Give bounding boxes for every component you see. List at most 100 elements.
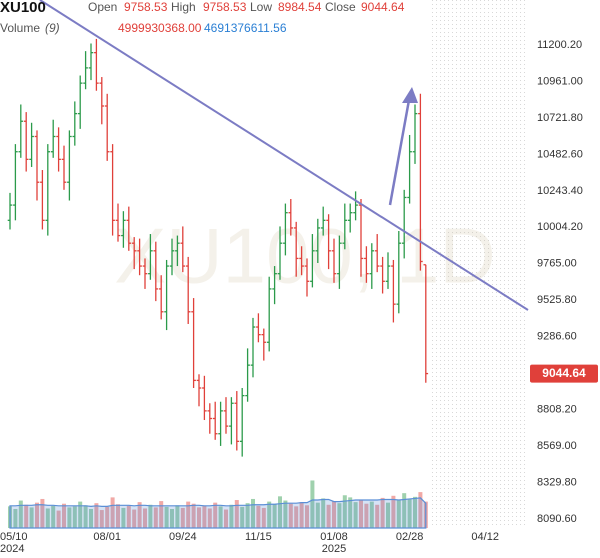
volume-bar [413, 496, 417, 528]
volume-bar [94, 503, 99, 528]
volume-bar [164, 506, 169, 528]
volume-bar [175, 505, 180, 528]
volume-bar [321, 498, 326, 528]
volume-bar [67, 507, 72, 528]
volume-bar [380, 497, 385, 528]
volume-bar [229, 504, 234, 528]
volume-bar [407, 498, 412, 528]
trend-line [39, 0, 529, 311]
volume-ma-value: 4691376611.56 [204, 21, 287, 35]
volume-bar [256, 505, 261, 528]
volume-bar [283, 500, 288, 528]
volume-label: Volume [0, 21, 40, 35]
low-value: 8984.54 [278, 0, 322, 14]
y-tick-label: 9525.80 [537, 294, 577, 306]
volume-bar [396, 500, 401, 528]
y-tick-label: 9765.00 [537, 258, 577, 270]
volume-bar [245, 503, 250, 528]
x-tick-label: 08/01 [93, 531, 121, 543]
symbol: XU100 [0, 0, 46, 16]
volume-bar [126, 505, 131, 528]
volume-bar [116, 504, 120, 528]
y-tick-label: 10004.20 [537, 221, 583, 233]
y-tick-label: 10243.40 [537, 185, 583, 197]
x-year-label: 2024 [0, 543, 24, 555]
volume-bar [18, 500, 23, 528]
volume-bar [51, 505, 56, 528]
x-year-label: 2025 [322, 543, 346, 555]
volume-bar [56, 510, 61, 528]
volume-bar [137, 502, 142, 528]
volume-bar [207, 508, 212, 528]
volume-bar [170, 508, 174, 528]
volume-bar [180, 507, 185, 528]
volume-bar [89, 508, 93, 528]
close-value: 9044.64 [361, 0, 405, 14]
volume-ma-area [9, 497, 427, 529]
volume-bar [83, 505, 88, 528]
x-tick-label: 05/10 [0, 531, 28, 543]
y-tick-label: 8569.00 [537, 440, 577, 452]
volume-bar [186, 501, 191, 528]
volume-period: (9) [45, 21, 60, 35]
volume-bar [375, 504, 380, 528]
volume-bar [153, 507, 158, 528]
volume-bar [294, 506, 299, 528]
volume-bar [342, 495, 347, 528]
x-tick-label: 04/12 [471, 531, 499, 543]
volume-bar [337, 503, 342, 528]
volume-bar [99, 510, 104, 528]
y-tick-label: 9286.60 [537, 331, 577, 343]
volume-bar [105, 506, 110, 528]
volume-bar [110, 497, 115, 528]
volume-bar [72, 506, 77, 528]
volume-bar [305, 505, 309, 528]
volume-bar [148, 504, 153, 528]
volume-bar [159, 501, 164, 528]
volume-bar [40, 498, 45, 528]
low-label: Low [250, 0, 272, 14]
last-price-box [530, 364, 598, 383]
y-tick-label: 8329.80 [537, 476, 577, 488]
x-tick-label: 01/08 [320, 531, 348, 543]
volume-bar [418, 492, 423, 528]
volume-bar [288, 503, 293, 528]
arrow-head [402, 87, 418, 103]
volume-bar [315, 502, 320, 528]
volume-bar [213, 502, 218, 528]
high-label: High [171, 0, 196, 14]
volume-bar [251, 498, 255, 528]
volume-bar [45, 508, 50, 528]
volume-bar [299, 502, 304, 528]
open-label: Open [88, 0, 117, 14]
volume-bar [278, 496, 282, 528]
volume-bar [121, 507, 126, 528]
volume-bar [310, 480, 315, 528]
volume-bar [386, 502, 390, 528]
x-tick-label: 02/28 [396, 531, 424, 543]
volume-bar [218, 506, 223, 528]
volume-bar [234, 500, 239, 528]
volume-bar [261, 507, 266, 528]
volume-value: 4999930368.00 [118, 21, 202, 35]
volume-bar [29, 507, 34, 528]
y-tick-label: 10961.00 [537, 75, 583, 87]
volume-bar [391, 495, 396, 528]
y-tick-label: 10482.60 [537, 148, 583, 160]
volume-bar [78, 501, 83, 528]
y-tick-label: 8808.20 [537, 404, 577, 416]
y-tick-label: 8090.60 [537, 513, 577, 525]
volume-bar [62, 503, 66, 528]
volume-bar [224, 509, 228, 528]
volume-bar [240, 506, 245, 528]
volume-bar [402, 493, 407, 528]
volume-bar [364, 503, 369, 528]
volume-bar [13, 508, 18, 528]
volume-bar [132, 509, 137, 528]
future-area [430, 0, 528, 528]
y-tick-label: 10721.80 [537, 112, 583, 124]
volume-bar [326, 504, 331, 528]
volume-bar [272, 504, 277, 528]
volume-bar [191, 503, 196, 528]
